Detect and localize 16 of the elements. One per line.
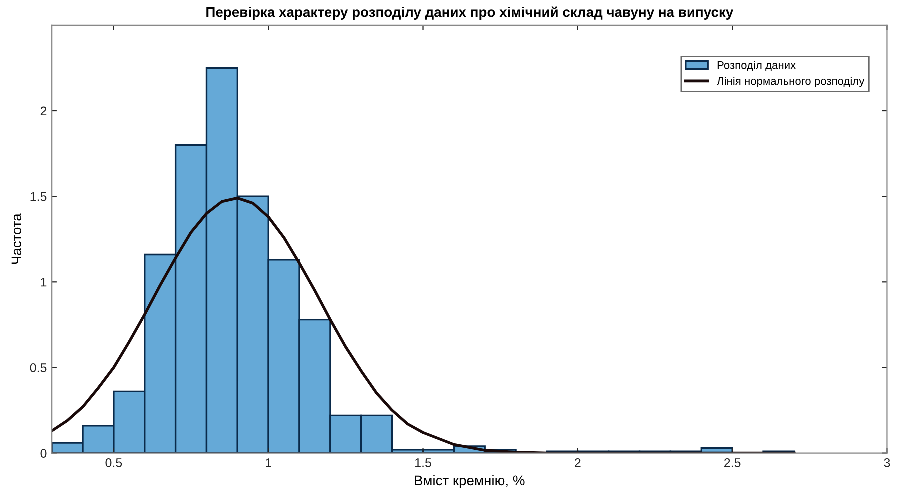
legend-label: Розподіл даних (718, 61, 796, 72)
y-tick-label: 1 (41, 278, 47, 287)
x-axis-title: Вміст кремнію, % (415, 475, 525, 488)
y-tick-label: 2 (40, 106, 47, 116)
chart-title: Перевірка характеру розподілу даних про хімічний склад чавуну на випуску (206, 6, 734, 20)
y-tick-label: 0 (40, 449, 47, 458)
legend-label: Лінія нормального розподілу (717, 77, 865, 88)
x-tick-label: 3 (884, 458, 890, 468)
y-axis-title: Частота (12, 214, 22, 264)
x-tick-label: 1.5 (416, 458, 432, 468)
y-tick-label: 0.5 (30, 364, 47, 372)
x-tick-label: 2 (575, 458, 581, 468)
y-tick-label: 1.5 (30, 192, 47, 202)
x-tick-label: 0.5 (106, 458, 122, 468)
x-tick-label: 1 (266, 458, 272, 468)
x-tick-label: 2.5 (724, 458, 741, 468)
